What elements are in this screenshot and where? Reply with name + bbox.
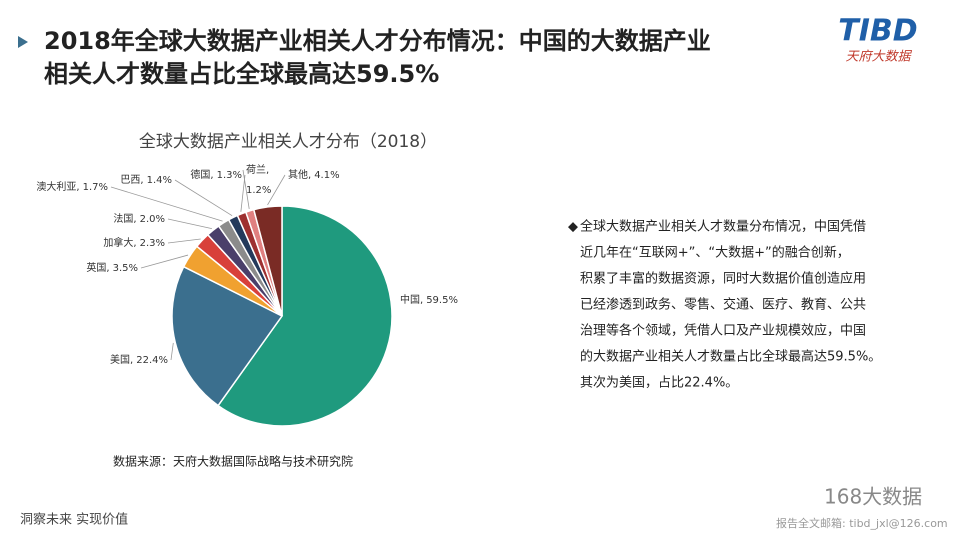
- title-line: 2018年全球大数据产业相关人才分布情况：中国的大数据产业: [44, 27, 711, 55]
- bullet: ◆: [568, 220, 578, 235]
- leader-line: [242, 169, 250, 209]
- data-label: 英国, 3.5%: [86, 261, 138, 274]
- note: 全球大数据产业相关人才数量分布情况，中国凭借近几年在“互联网+”、“大数据+”的…: [580, 219, 881, 391]
- slice: [171, 265, 284, 407]
- label-category: 澳大利亚: [36, 180, 76, 193]
- label-separator: ,: [210, 170, 213, 181]
- title-line: 相关人才数量占比全球最高达59.5%: [44, 60, 439, 88]
- label-category: 美国: [110, 353, 130, 366]
- leader-line: [170, 342, 174, 361]
- slice: [252, 205, 283, 317]
- logo-sub: 天府大数据: [845, 49, 912, 65]
- label-category: 其他: [288, 168, 308, 181]
- leader-line: [110, 186, 223, 222]
- source: 数据来源：天府大数据国际战略与技术研究院: [113, 454, 353, 469]
- note-line: 近几年在“互联网+”、“大数据+”的融合创新，: [580, 245, 850, 261]
- label-category: 巴西: [120, 174, 140, 186]
- label-separator: ,: [308, 170, 311, 181]
- data-label: 法国, 2.0%: [113, 212, 165, 225]
- note-line: 治理等各个领域，凭借人口及产业规模效应，中国: [580, 323, 866, 339]
- data-label: 德国, 1.3%: [190, 168, 242, 181]
- label-value: 1.7%: [83, 182, 108, 193]
- leader-line: [240, 174, 246, 212]
- logo: TIBD: [838, 14, 917, 49]
- footer-slogan: 洞察未来 实现价值: [20, 512, 128, 528]
- data-label: 巴西, 1.4%: [120, 174, 172, 186]
- label-category: 中国: [400, 293, 420, 306]
- data-label: 中国, 59.5%: [400, 293, 458, 306]
- label-separator: ,: [76, 182, 79, 193]
- label-value: 1.3%: [217, 170, 242, 181]
- note-line: 其次为美国，占比22.4%。: [580, 375, 738, 391]
- label-separator: ,: [266, 165, 269, 176]
- label-separator: ,: [130, 355, 133, 366]
- chart-title: 全球大数据产业相关人才分布（2018）: [139, 132, 437, 152]
- label-separator: ,: [133, 214, 136, 225]
- email: 报告全文邮箱: tibd_jxl@126.com: [776, 516, 948, 530]
- pie: 中国, 59.5%美国, 22.4%英国, 3.5%加拿大, 2.3%法国, 2.0%澳大…: [36, 163, 458, 427]
- note-line: 全球大数据产业相关人才数量分布情况，中国凭借: [580, 219, 866, 235]
- leader-line: [167, 238, 201, 244]
- data-label: 荷兰,: [246, 163, 269, 176]
- label-category: 德国: [190, 168, 210, 181]
- data-label: 澳大利亚, 1.7%: [36, 180, 108, 193]
- leader-line: [174, 179, 233, 217]
- leader-line: [167, 218, 212, 230]
- label-category: 荷兰: [246, 163, 266, 176]
- label-value: 3.5%: [113, 263, 138, 274]
- data-label: 其他, 4.1%: [288, 168, 340, 181]
- label-category: 加拿大: [103, 236, 133, 249]
- label-category: 英国: [86, 261, 106, 274]
- label-separator: ,: [140, 175, 143, 186]
- label-separator: ,: [420, 295, 423, 306]
- leader-line: [140, 254, 189, 269]
- label-separator: ,: [133, 238, 136, 249]
- data-label: 美国, 22.4%: [110, 353, 168, 366]
- label-value: 1.4%: [147, 175, 172, 186]
- note-line: 已经渗透到政务、零售、交通、医疗、教育、公共: [580, 297, 866, 313]
- label-category: 法国: [113, 212, 133, 225]
- label-value: 59.5%: [426, 295, 458, 306]
- watermark: 168大数据: [824, 485, 922, 509]
- note-line: 积累了丰富的数据资源，同时大数据价值创造应用: [580, 271, 866, 287]
- label-value: 4.1%: [314, 170, 339, 181]
- label-value: 22.4%: [136, 355, 168, 366]
- title-marker: [18, 36, 28, 48]
- label-value: 2.0%: [140, 214, 165, 225]
- slice: [217, 205, 393, 427]
- data-label: 加拿大, 2.3%: [103, 236, 165, 249]
- label-separator: ,: [106, 263, 109, 274]
- leader-line: [267, 174, 286, 206]
- note-line: 的大数据产业相关人才数量占比全球最高达59.5%。: [580, 349, 881, 365]
- label-value: 2.3%: [140, 238, 165, 249]
- data-label-value: 1.2%: [246, 185, 271, 196]
